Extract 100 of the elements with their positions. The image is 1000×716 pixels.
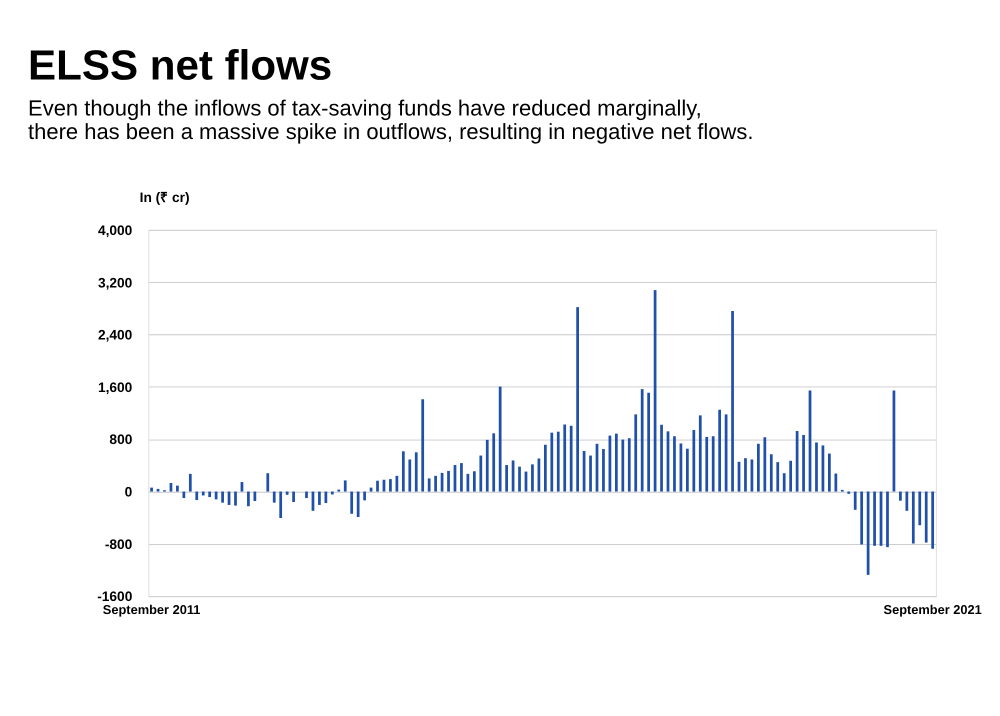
bar (531, 464, 534, 492)
bar (272, 492, 276, 503)
bar (738, 462, 740, 492)
bar (376, 480, 379, 492)
y-tick-label: -1600 (97, 589, 133, 604)
bar (428, 478, 431, 492)
bar (570, 426, 573, 492)
bar (750, 459, 754, 492)
bar (518, 466, 521, 492)
bar (228, 492, 230, 505)
y-tick-label: -800 (104, 536, 133, 552)
bar (318, 492, 321, 505)
bar (757, 444, 760, 492)
bar (214, 492, 218, 500)
bar (550, 432, 554, 492)
bar (389, 479, 392, 492)
bar (402, 451, 405, 492)
y-tick-label: 2,400 (98, 328, 133, 343)
x-tick-label: September 2011 (102, 602, 200, 618)
bar (472, 471, 476, 492)
bar (763, 437, 766, 492)
bar (208, 492, 212, 498)
bar (582, 450, 586, 492)
bar (640, 389, 644, 492)
bar (454, 465, 456, 492)
bar (253, 492, 256, 502)
bar (660, 424, 663, 492)
bar (305, 492, 308, 498)
bar (744, 458, 747, 492)
bar (880, 492, 882, 546)
bar (731, 311, 734, 492)
y-tick-label: 3,200 (98, 275, 133, 290)
bar (382, 480, 386, 492)
bar (498, 386, 502, 492)
bar (396, 476, 398, 492)
bar (576, 307, 579, 492)
y-tick-label: 800 (109, 432, 133, 448)
y-tick-label: 0 (124, 484, 133, 500)
bar (195, 492, 198, 500)
bar (899, 492, 902, 501)
y-axis-title: In (₹ cr) (140, 190, 190, 205)
bar (770, 454, 773, 492)
bar (170, 483, 172, 492)
bar (466, 474, 470, 492)
bar (647, 392, 650, 492)
bar (634, 414, 638, 492)
bar (892, 390, 896, 492)
bar (188, 474, 192, 492)
y-tick-label: 4,000 (98, 222, 133, 238)
bar (724, 414, 728, 492)
bar (905, 492, 908, 511)
bar (330, 492, 334, 494)
bar (292, 492, 295, 502)
bar (854, 492, 857, 510)
bar (234, 492, 237, 506)
bar (686, 448, 689, 492)
bar (156, 488, 160, 492)
bar (486, 440, 489, 492)
bar (666, 431, 670, 492)
bar (538, 458, 540, 492)
chart-title: ELSS net flows (28, 42, 332, 89)
bar (279, 492, 282, 518)
bar (628, 438, 631, 492)
bar (815, 442, 818, 492)
bar (324, 492, 328, 503)
bar (931, 492, 934, 549)
bar (718, 410, 722, 492)
bar (447, 470, 450, 492)
bar (828, 454, 831, 492)
bar (614, 434, 618, 492)
bar (563, 424, 566, 492)
bar (692, 430, 696, 492)
bar (182, 492, 186, 498)
bar (860, 492, 864, 545)
bar (266, 473, 270, 492)
bar (789, 460, 792, 492)
bar (505, 465, 508, 492)
bar (822, 445, 824, 492)
bar (350, 492, 354, 514)
bar (479, 456, 482, 492)
bar (621, 440, 624, 492)
text: Even though the inflows of tax-saving funds have reduced marginally, (28, 95, 702, 120)
bar (370, 488, 372, 492)
bar (312, 492, 314, 511)
bar (524, 472, 528, 492)
bar (808, 390, 812, 492)
bar (608, 436, 612, 492)
y-tick-label: 1,600 (98, 380, 133, 395)
bar (673, 436, 676, 492)
bar (512, 460, 514, 492)
bar (866, 492, 870, 575)
bar (286, 492, 289, 495)
bar (602, 449, 605, 492)
bar (221, 492, 224, 503)
bar (912, 492, 915, 544)
bar (680, 443, 682, 492)
bar (886, 492, 889, 548)
bar (440, 472, 444, 492)
bar (344, 480, 347, 492)
bar (247, 492, 250, 506)
